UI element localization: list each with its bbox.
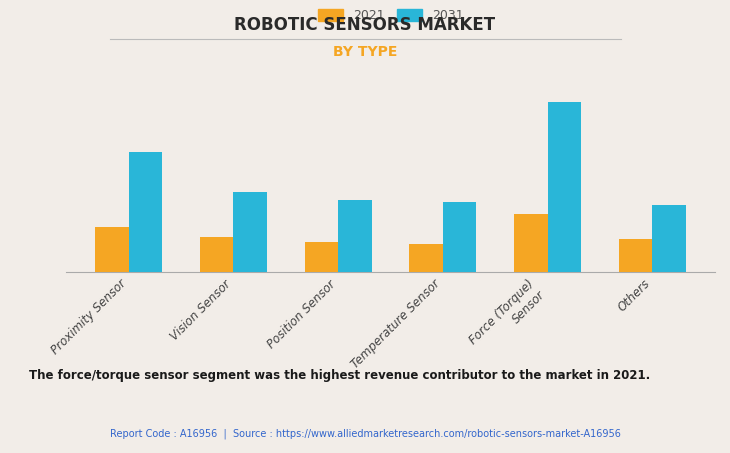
Bar [338, 199, 372, 272]
Bar [514, 215, 548, 272]
Bar [410, 245, 443, 272]
Bar [304, 242, 338, 272]
Text: BY TYPE: BY TYPE [333, 45, 397, 59]
Bar [128, 152, 162, 272]
Bar [619, 239, 653, 272]
Legend: 2021, 2031: 2021, 2031 [312, 3, 469, 29]
Bar [443, 202, 477, 272]
Text: ROBOTIC SENSORS MARKET: ROBOTIC SENSORS MARKET [234, 16, 496, 34]
Bar [200, 237, 234, 272]
Bar [234, 192, 267, 272]
Text: Report Code : A16956  |  Source : https://www.alliedmarketresearch.com/robotic-s: Report Code : A16956 | Source : https://… [110, 428, 620, 439]
Bar [548, 102, 581, 272]
Text: The force/torque sensor segment was the highest revenue contributor to the marke: The force/torque sensor segment was the … [29, 369, 650, 382]
Bar [95, 227, 128, 272]
Bar [653, 205, 686, 272]
